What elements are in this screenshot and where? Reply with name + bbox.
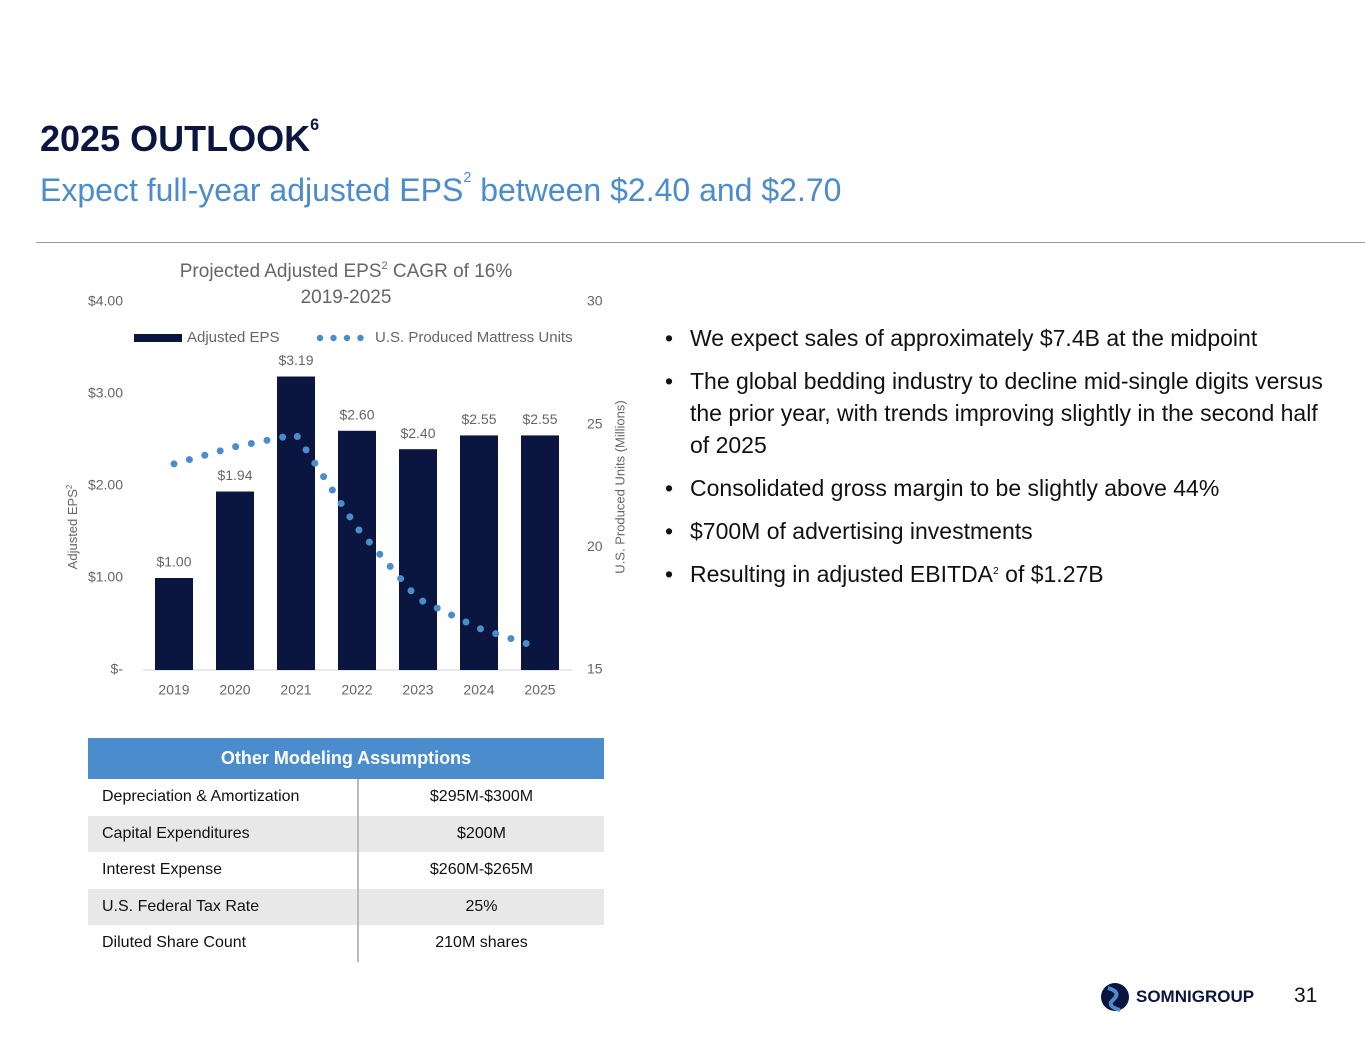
x-tick-label: 2020 <box>219 682 250 698</box>
legend-swatch <box>357 334 364 342</box>
bullet: Consolidated gross margin to be slightly… <box>665 472 1335 504</box>
y-tick-label: $- <box>111 661 124 677</box>
divider <box>36 242 1365 243</box>
chart: Projected Adjusted EPS2 CAGR of 16% 2019… <box>65 260 627 698</box>
y-tick-label: $2.00 <box>88 477 123 493</box>
y2-tick-label: 25 <box>587 415 603 431</box>
bar <box>460 435 498 670</box>
y-axis-label-text: Adjusted EPS <box>65 489 80 570</box>
table-row: U.S. Federal Tax Rate 25% <box>88 888 604 925</box>
x-tick-label: 2019 <box>158 682 189 698</box>
legend-swatch <box>134 334 182 342</box>
data-label: $3.19 <box>278 352 313 368</box>
table-row: Diluted Share Count 210M shares <box>88 925 604 962</box>
table-cell: $200M <box>358 815 604 852</box>
table-cell: 210M shares <box>435 934 528 952</box>
subtitle-text: Expect full-year adjusted EPS <box>40 172 464 208</box>
y-axis-label: Adjusted EPS2 <box>65 484 80 569</box>
chart-title-text: Projected Adjusted EPS <box>180 261 382 282</box>
x-tick-label: 2023 <box>402 682 433 698</box>
footnote-mark: 2 <box>993 566 999 577</box>
footnote-mark: 2 <box>463 170 472 186</box>
legend-label: Adjusted EPS <box>187 329 280 346</box>
chart-subtitle: 2019-2025 <box>301 287 392 308</box>
line-series <box>170 430 544 652</box>
y-tick-label: $1.00 <box>88 569 123 585</box>
x-tick-label: 2022 <box>341 682 372 698</box>
table-row: Interest Expense $260M-$265M <box>88 852 604 889</box>
bullet-text: Resulting in adjusted EBITDA <box>690 561 993 587</box>
title-text: 2025 OUTLOOK <box>40 118 311 159</box>
data-label: $2.55 <box>522 411 557 427</box>
bar <box>399 449 437 670</box>
footnote-mark: 2 <box>382 260 388 272</box>
x-tick-label: 2024 <box>463 682 494 698</box>
data-label: $1.00 <box>156 554 191 570</box>
data-label: $2.40 <box>400 425 435 441</box>
table-row: Capital Expenditures $200M <box>88 815 604 852</box>
y-tick-label: $3.00 <box>88 385 123 401</box>
slide-title: 2025 OUTLOOK6 <box>40 116 320 160</box>
footnote-mark: 2 <box>65 484 74 489</box>
table-cell: Diluted Share Count <box>88 925 359 962</box>
bullet: The global bedding industry to decline m… <box>665 365 1335 461</box>
assumptions-table: Other Modeling Assumptions Depreciation … <box>88 738 604 962</box>
legend-swatch <box>343 334 351 342</box>
bar <box>216 491 254 670</box>
table-cell: Interest Expense <box>88 852 359 889</box>
y2-axis-label: U.S. Produced Units (Millions) <box>612 400 627 573</box>
chart-title: Projected Adjusted EPS2 CAGR of 16% <box>180 260 513 282</box>
bar <box>277 376 315 670</box>
table-title: Other Modeling Assumptions <box>88 738 604 779</box>
bar <box>338 430 376 670</box>
table-cell: U.S. Federal Tax Rate <box>88 888 359 925</box>
data-label: $2.60 <box>339 407 374 423</box>
logo-icon <box>1101 983 1129 1012</box>
table-cell: Capital Expenditures <box>88 815 359 852</box>
bullet-text: of $1.27B <box>998 561 1104 587</box>
bar <box>155 578 193 670</box>
data-label: $1.94 <box>217 467 252 483</box>
y2-tick-label: 20 <box>587 538 603 554</box>
y2-tick-label: 30 <box>587 293 603 309</box>
footnote-mark: 6 <box>310 116 320 134</box>
legend-swatch <box>316 334 324 342</box>
table-cell: $260M-$265M <box>429 861 534 879</box>
y-tick-label: $4.00 <box>88 293 123 309</box>
table-row: Depreciation & Amortization $295M-$300M <box>88 779 604 816</box>
x-tick-label: 2021 <box>280 682 311 698</box>
bullet: Resulting in adjusted EBITDA2 of $1.27B <box>665 558 1335 590</box>
logo-text: SOMNIGROUP <box>1136 987 1255 1006</box>
legend-swatch <box>330 334 337 342</box>
x-tick-label: 2025 <box>524 682 555 698</box>
bar <box>521 435 559 670</box>
bullet-list: We expect sales of approximately $7.4B a… <box>665 322 1335 601</box>
y2-tick-label: 15 <box>587 661 603 677</box>
logo: SOMNIGROUP <box>1100 978 1254 1016</box>
table-cell: Depreciation & Amortization <box>88 779 359 816</box>
slide-subtitle: Expect full-year adjusted EPS2 between $… <box>40 170 842 209</box>
table-cell: $295M-$300M <box>429 788 534 806</box>
bullet: We expect sales of approximately $7.4B a… <box>665 322 1335 354</box>
data-label: $2.55 <box>461 411 496 427</box>
chart-title-text: CAGR of 16% <box>388 261 513 282</box>
table-cell: 25% <box>358 888 604 925</box>
page-number: 31 <box>1294 984 1318 1007</box>
subtitle-text: between $2.40 and $2.70 <box>471 172 842 208</box>
bullet: $700M of advertising investments <box>665 515 1335 547</box>
legend-label: U.S. Produced Mattress Units <box>375 329 573 346</box>
